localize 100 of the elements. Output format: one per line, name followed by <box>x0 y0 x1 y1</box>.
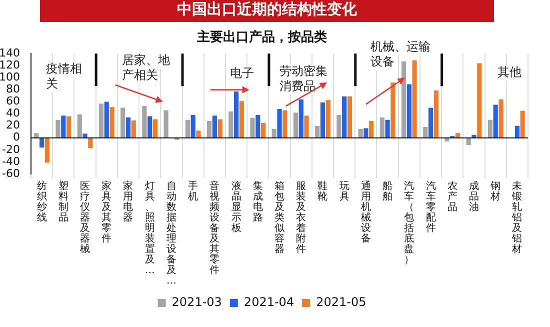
x-tick-label: 成品油 <box>468 180 479 213</box>
bar <box>320 102 326 138</box>
bar <box>423 127 428 138</box>
category-label: 自动数据处理设备及… <box>166 180 176 286</box>
annotation: 劳动密集消费品 <box>280 64 328 93</box>
legend-label: 2021-03 <box>172 295 222 310</box>
bar <box>358 128 363 138</box>
x-tick-label: 鞋靴 <box>318 180 328 202</box>
bar <box>164 110 168 138</box>
bar <box>488 120 492 138</box>
bar <box>77 114 82 138</box>
y-tick-label: -20 <box>2 142 20 156</box>
bar <box>110 107 114 138</box>
bar <box>455 133 460 138</box>
bar <box>390 82 396 138</box>
x-tick-label: 手机 <box>188 180 198 202</box>
bar <box>256 115 260 138</box>
x-tick-label: 医疗仪器及器械 <box>80 180 90 255</box>
bar <box>277 108 282 138</box>
bar <box>272 128 276 138</box>
bar <box>369 121 374 138</box>
bar <box>56 120 60 138</box>
x-tick-label: 集成电路 <box>252 180 263 224</box>
bar <box>347 96 352 138</box>
y-tick-label: -40 <box>2 154 20 168</box>
x-tick-label: 液晶显示板 <box>230 180 242 234</box>
bar <box>185 120 190 138</box>
x-tick-label: 服装及衣着附件 <box>296 180 306 255</box>
bar <box>218 119 222 138</box>
bar <box>234 92 239 138</box>
chart-title: 中国出口近期的结构性变化 <box>40 0 494 22</box>
annotation: 其他 <box>498 64 522 79</box>
y-tick-label: 20 <box>6 118 20 132</box>
bar <box>385 120 390 138</box>
x-tick-label: 汽车（包括底盘） <box>404 180 414 266</box>
y-tick-label: -60 <box>2 166 20 180</box>
x-tick-label: 农产品 <box>447 180 458 213</box>
x-tick-label: 通用机械设备 <box>360 180 371 244</box>
legend-label: 2021-04 <box>244 295 294 310</box>
annotation: 疫情相关 <box>46 61 82 90</box>
bar <box>212 116 217 138</box>
bar <box>190 115 196 138</box>
bar <box>434 90 438 138</box>
bar <box>239 101 244 138</box>
annotation: 电子 <box>230 66 254 80</box>
bar <box>315 126 320 138</box>
bar <box>498 99 504 138</box>
x-tick-label: 家用电器 <box>123 180 134 224</box>
bar <box>428 108 434 138</box>
bar <box>260 122 266 138</box>
bar <box>148 116 152 138</box>
legend-label: 2021-05 <box>316 295 366 310</box>
bar <box>34 133 39 138</box>
category-label: 灯具、照明装置及… <box>144 180 155 276</box>
bar <box>88 138 93 148</box>
bar <box>342 96 347 138</box>
y-tick-label: 0 <box>12 130 20 144</box>
bar <box>40 138 44 148</box>
bar <box>380 117 384 138</box>
bar <box>477 63 482 138</box>
bar <box>152 119 158 138</box>
bar <box>44 138 50 163</box>
y-tick-label: 120 <box>0 58 20 72</box>
bar <box>120 108 126 138</box>
x-tick-label: 船舶 <box>382 180 393 202</box>
bar <box>364 128 368 138</box>
x-tick-label: 塑料制品 <box>58 180 68 224</box>
x-tick-label: 家具及其零件 <box>102 180 112 244</box>
bar <box>98 104 104 138</box>
bar <box>304 116 309 138</box>
x-tick-label: 箱包及类似容器 <box>274 180 284 255</box>
bar <box>444 138 450 142</box>
bar <box>493 104 498 138</box>
x-tick-label: 钢材 <box>490 180 501 202</box>
bar <box>514 126 520 138</box>
bar <box>412 60 417 138</box>
bar <box>326 100 330 138</box>
bar <box>250 118 255 138</box>
y-tick-label: 80 <box>6 82 20 96</box>
x-tick-label: 汽车零配件 <box>426 180 436 234</box>
bar <box>82 134 88 138</box>
bar <box>126 117 131 138</box>
y-tick-label: 140 <box>0 46 20 60</box>
bar <box>406 84 412 138</box>
category-label: 音视频设备及其零件 <box>210 180 220 276</box>
bar <box>472 134 476 138</box>
chart-subtitle: 主要出口产品，按品类 <box>196 29 327 46</box>
bar <box>293 112 298 138</box>
bar <box>336 115 342 138</box>
x-tick-label: 纺织纱线 <box>36 180 47 224</box>
x-tick-label: 未锻轧铝及铝材 <box>511 180 522 255</box>
bar <box>142 106 147 138</box>
bar <box>282 110 288 138</box>
bar <box>196 130 201 138</box>
bar <box>206 121 212 138</box>
bar <box>131 120 136 138</box>
annotation: 机械、运输设备 <box>370 40 430 69</box>
x-tick-label: 玩具 <box>339 180 350 202</box>
bar <box>298 99 304 138</box>
bar <box>66 116 72 138</box>
